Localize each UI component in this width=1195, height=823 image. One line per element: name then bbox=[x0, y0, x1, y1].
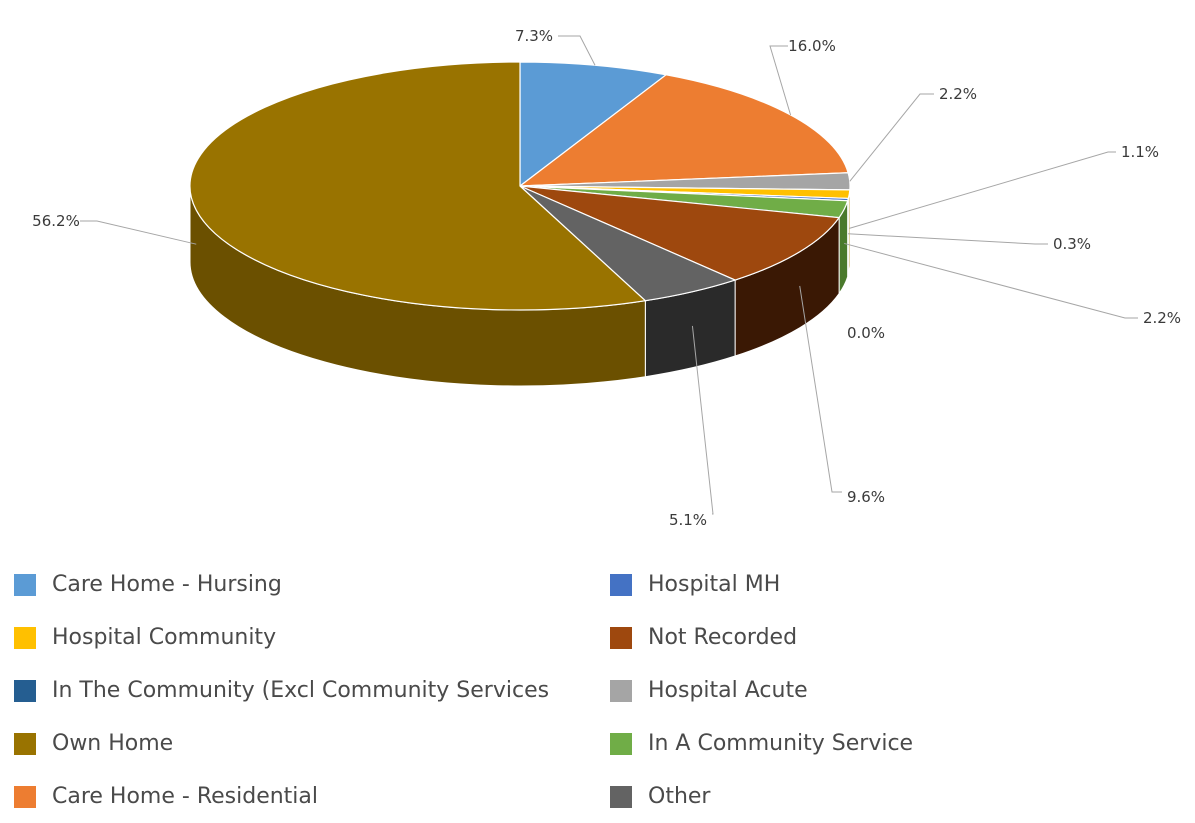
data-label-4: 0.3% bbox=[1053, 235, 1091, 253]
leader-line-5 bbox=[844, 243, 1138, 318]
leader-line-2 bbox=[850, 94, 934, 181]
legend-label: Hospital Community bbox=[52, 625, 276, 650]
data-label-9: 56.2% bbox=[32, 212, 80, 230]
data-label-3: 1.1% bbox=[1121, 143, 1159, 161]
legend-swatch bbox=[14, 786, 36, 808]
leader-line-1 bbox=[770, 46, 791, 115]
legend-swatch bbox=[14, 680, 36, 702]
legend-swatch bbox=[14, 627, 36, 649]
legend-item: Care Home - Hursing bbox=[14, 558, 610, 611]
legend-item: Not Recorded bbox=[610, 611, 1184, 664]
data-label-0: 7.3% bbox=[515, 27, 553, 45]
legend-label: In The Community (Excl Community Service… bbox=[52, 678, 549, 703]
leader-line-0 bbox=[558, 36, 595, 65]
leader-line-3 bbox=[849, 152, 1116, 228]
data-label-8: 5.1% bbox=[669, 511, 707, 529]
legend-item: Care Home - Residential bbox=[14, 770, 610, 823]
legend-item: Own Home bbox=[14, 717, 610, 770]
legend-label: Not Recorded bbox=[648, 625, 797, 650]
data-label-6: 0.0% bbox=[847, 324, 885, 342]
legend-swatch bbox=[14, 574, 36, 596]
legend-label: Care Home - Hursing bbox=[52, 572, 282, 597]
data-label-1: 16.0% bbox=[788, 37, 836, 55]
legend-label: Hospital Acute bbox=[648, 678, 808, 703]
data-label-7: 9.6% bbox=[847, 488, 885, 506]
legend-item: Hospital Community bbox=[14, 611, 610, 664]
legend-item: In A Community Service bbox=[610, 717, 1184, 770]
legend-label: Care Home - Residential bbox=[52, 784, 318, 809]
legend-label: Hospital MH bbox=[648, 572, 780, 597]
leader-line-4 bbox=[848, 234, 1048, 244]
legend-swatch bbox=[610, 680, 632, 702]
legend-label: Own Home bbox=[52, 731, 173, 756]
data-label-2: 2.2% bbox=[939, 85, 977, 103]
legend-label: Other bbox=[648, 784, 710, 809]
legend-swatch bbox=[610, 733, 632, 755]
legend-item: Hospital Acute bbox=[610, 664, 1184, 717]
legend: Care Home - Hursing Hospital MH Hospital C… bbox=[14, 558, 1184, 823]
legend-swatch bbox=[610, 627, 632, 649]
legend-item: In The Community (Excl Community Service… bbox=[14, 664, 610, 717]
legend-swatch bbox=[610, 786, 632, 808]
legend-label: In A Community Service bbox=[648, 731, 913, 756]
pie-slices bbox=[190, 62, 850, 310]
pie-chart: 7.3% 16.0% 2.2% 1.1% 0.3% 2.2% 0.0% 9.6% 5.1% 56.… bbox=[0, 0, 1195, 560]
legend-swatch bbox=[14, 733, 36, 755]
legend-swatch bbox=[610, 574, 632, 596]
leader-line-9 bbox=[80, 221, 196, 244]
legend-item: Other bbox=[610, 770, 1184, 823]
legend-item: Hospital MH bbox=[610, 558, 1184, 611]
data-label-5: 2.2% bbox=[1143, 309, 1181, 327]
